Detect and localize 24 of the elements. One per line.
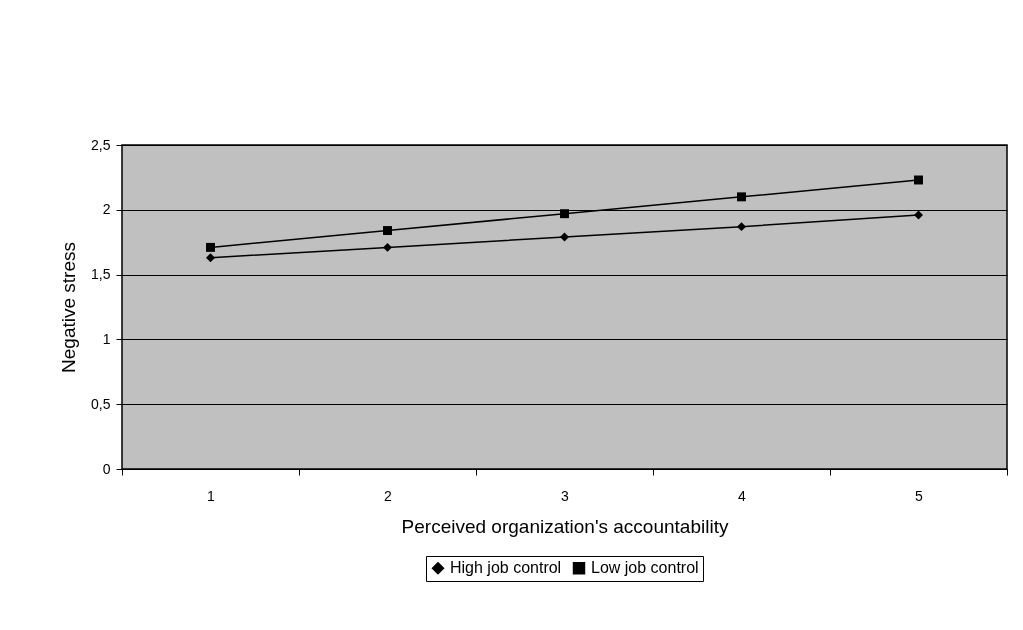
legend-label: Low job control — [591, 559, 699, 577]
x-tick-label: 4 — [738, 487, 747, 504]
legend-label: High job control — [450, 559, 562, 577]
point — [914, 210, 923, 220]
y-axis-title: Negative stress — [58, 242, 80, 373]
point — [737, 192, 746, 202]
point — [206, 242, 215, 252]
x-tick-label: 3 — [561, 487, 570, 504]
y-tick-label: 2,5 — [91, 136, 111, 153]
point — [206, 253, 215, 263]
x-axis-title: Perceived organization's accountability — [401, 515, 729, 537]
point — [383, 226, 392, 236]
x-tick-label: 5 — [915, 487, 924, 504]
point — [560, 209, 569, 219]
x-tick-label: 2 — [384, 487, 393, 504]
y-tick-label: 0 — [102, 460, 111, 477]
x-tick-label: 1 — [207, 487, 216, 504]
y-tick-label: 2 — [102, 201, 111, 218]
point — [737, 222, 746, 232]
point — [383, 242, 392, 252]
y-tick-label: 1 — [102, 330, 111, 347]
point — [914, 175, 923, 185]
y-tick-label: 0,5 — [91, 395, 111, 412]
y-tick-label: 1,5 — [91, 266, 111, 283]
